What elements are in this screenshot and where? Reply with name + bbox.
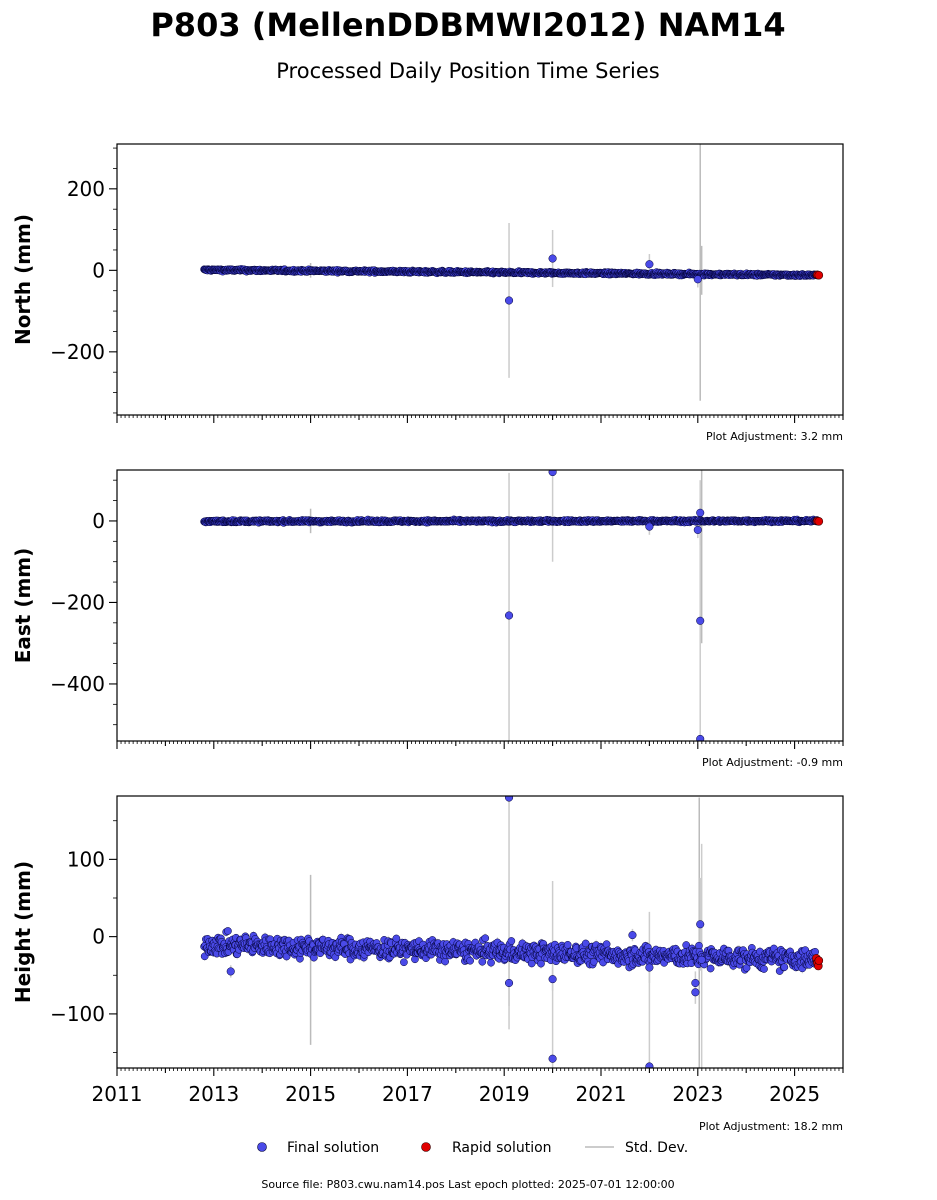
- chart-panels: 200 0 −200 North (mm) Plot Adjustment: 3.2 m…: [11, 143, 844, 1133]
- east-outlier-4: [696, 508, 705, 517]
- north-outlier-1: [548, 254, 557, 263]
- north-y-tick-label: 200: [67, 177, 105, 201]
- north-y-axis-label: North (mm): [11, 214, 35, 345]
- east-outlier-3: [693, 525, 702, 534]
- east-outlier-0: [504, 611, 514, 620]
- east-rapid-point-1: [814, 517, 824, 526]
- east-y-tick-label: 0: [92, 509, 105, 533]
- east-plot-adjustment: Plot Adjustment: -0.9 mm: [702, 756, 843, 769]
- figure-title: P803 (MellenDDBMWI2012) NAM14: [150, 6, 785, 44]
- north-plot-adjustment: Plot Adjustment: 3.2 mm: [706, 430, 843, 443]
- north-y-tick-label: 0: [92, 258, 105, 282]
- north-y-tick-label: −200: [50, 340, 105, 364]
- east-y-tick-label: −400: [50, 672, 105, 696]
- east-axes-frame: [116, 469, 844, 742]
- east-outlier-2: [645, 522, 654, 531]
- north-plot-area: [200, 144, 824, 401]
- north-outlier-3: [693, 275, 702, 284]
- east-y-tick-label: −200: [50, 590, 105, 614]
- east-outlier-1: [548, 470, 557, 477]
- north-outlier-2: [645, 260, 654, 269]
- east-plot-area: [200, 470, 824, 741]
- figure-subtitle: Processed Daily Position Time Series: [276, 59, 660, 83]
- north-axes-frame: [116, 143, 844, 416]
- east-y-axis-label: East (mm): [11, 548, 35, 664]
- east-panel: 0 −200 −400 East (mm) Plot Adjustment: -0.9 …: [11, 469, 844, 769]
- height-panel: 2011 2013 2015 2017 2019 2021 2023 20251000−100…: [11, 795, 844, 1133]
- east-outlier-5: [696, 616, 705, 625]
- north-rapid-point-1: [814, 270, 824, 280]
- north-outlier-0: [504, 296, 514, 305]
- north-panel: 200 0 −200 North (mm) Plot Adjustment: 3.2 m…: [11, 143, 844, 443]
